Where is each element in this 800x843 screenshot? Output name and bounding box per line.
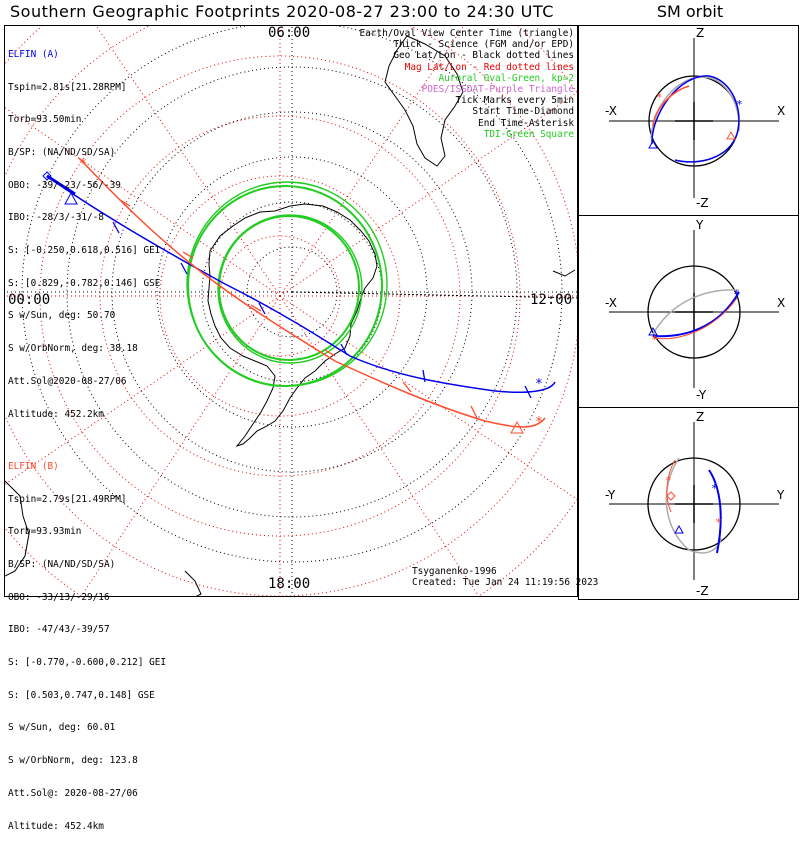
elfin-a-line: Tspin=2.81s[21.28RPM] bbox=[8, 81, 127, 93]
elfin-b-start-asterisk: * bbox=[79, 157, 87, 172]
elfin-b-line: B/SP: (NA/ND/SD/SA) bbox=[8, 558, 116, 570]
elfin-a-tick-marks bbox=[112, 221, 532, 399]
sm-panel-xy-top: Y bbox=[696, 218, 704, 232]
svg-text:*: * bbox=[736, 98, 743, 111]
elfin-a-center-triangle bbox=[64, 191, 78, 205]
elfin-a-name: ELFIN (A) bbox=[8, 48, 59, 60]
elfin-b-line: Att.Sol@: 2020-08-27/06 bbox=[8, 787, 138, 799]
elfin-b-track: * * bbox=[78, 157, 546, 434]
elfin-a-line: S w/OrbNorm, deg: 38.18 bbox=[8, 343, 138, 355]
sm-panel-xy-right: X bbox=[777, 296, 786, 310]
elfin-a-track: * bbox=[42, 171, 556, 399]
elfin-b-tick-marks bbox=[119, 199, 478, 419]
elfin-a-line: Altitude: 452.2km bbox=[8, 408, 104, 420]
sm-panel-xz-top: Z bbox=[696, 26, 705, 40]
hour-label-right: 12:00 bbox=[530, 292, 573, 308]
elfin-a-line: Torb=93.50min bbox=[8, 114, 82, 126]
svg-text:*: * bbox=[711, 482, 718, 495]
elfin-a-line: S: [0.829,-0.782,0.146] GSE bbox=[8, 277, 161, 289]
antarctica-coastline bbox=[207, 203, 378, 448]
plot-title: Southern Geographic Footprints 2020-08-2… bbox=[10, 2, 554, 21]
elfin-a-line: B/SP: (NA/ND/SD/SA) bbox=[8, 146, 116, 158]
elfin-a-line: IBO: -28/3/-31/-8 bbox=[8, 212, 104, 224]
australia-coastline bbox=[5, 480, 30, 577]
credits: Tsyganenko-1996 Created: Tue Jan 24 11:1… bbox=[412, 566, 598, 588]
elfin-a-science-segment bbox=[46, 174, 76, 196]
legend-entry: Start Time-Diamond bbox=[472, 106, 574, 118]
elfin-b-trackline bbox=[78, 157, 546, 428]
auroral-ovals bbox=[186, 181, 388, 387]
new-zealand-coastline bbox=[184, 570, 202, 596]
legend-entry: Tick Marks every 5min bbox=[455, 95, 574, 107]
elfin-b-line: Tspin=2.79s[21.49RPM] bbox=[8, 493, 127, 505]
legend-entry: Geo Lat/Lon - Black dotted lines bbox=[393, 50, 574, 62]
hour-label-bottom: 18:00 bbox=[268, 576, 311, 592]
elfin-a-line: OBO: -39/-23/-56/-39 bbox=[8, 179, 121, 191]
sm-panel-yz-right: Y bbox=[777, 488, 785, 502]
elfin-b-end-asterisk: * bbox=[535, 415, 543, 430]
hour-label-top: 06:00 bbox=[268, 25, 311, 41]
elfin-b-info: ELFIN (B) Tspin=2.79s[21.49RPM] Torb=93.… bbox=[8, 440, 166, 843]
elfin-a-line: S w/Sun, deg: 50.70 bbox=[8, 310, 116, 322]
svg-text:*: * bbox=[665, 474, 672, 487]
model-name: Tsyganenko-1996 bbox=[412, 566, 497, 577]
sm-panel-yz-plot: * * * bbox=[609, 422, 779, 580]
elfin-b-line: Altitude: 452.4km bbox=[8, 820, 104, 832]
legend-entry: Auroral Oval-Green, kp=2 bbox=[438, 72, 574, 84]
sm-panel-xz-bottom: -Z bbox=[696, 196, 709, 210]
sm-panel-xy-left: -X bbox=[605, 296, 617, 310]
svg-text:*: * bbox=[651, 333, 658, 346]
sm-panel-yz-bottom: -Z bbox=[696, 584, 709, 598]
elfin-b-line: IBO: -47/43/-39/57 bbox=[8, 624, 110, 636]
legend: Earth/Oval View Center Time (triangle) T… bbox=[360, 28, 574, 140]
legend-entry: TDI-Green Square bbox=[483, 128, 574, 140]
elfin-a-start-diamond bbox=[42, 171, 52, 181]
polar-map-canvas: * * * bbox=[5, 26, 577, 596]
south-america-coastline bbox=[384, 35, 464, 167]
footprint-map: * * * bbox=[4, 25, 578, 597]
elfin-b-line: OBO: -33/13/-29/16 bbox=[8, 591, 110, 603]
legend-entry: End Time-Asterisk bbox=[478, 117, 574, 129]
elfin-b-line: S: [-0.770,-0.600,0.212] GEI bbox=[8, 657, 167, 669]
elfin-a-end-asterisk: * bbox=[535, 377, 543, 392]
sm-panel-yz: * * * Z -Z -Y Y bbox=[578, 407, 799, 600]
created-timestamp: Created: Tue Jan 24 11:19:56 2023 bbox=[412, 577, 599, 588]
elfin-b-line: Torb=93.93min bbox=[8, 526, 82, 538]
legend-entry: Earth/Oval View Center Time (triangle) bbox=[359, 28, 574, 39]
elfin-b-line: S w/OrbNorm, deg: 123.8 bbox=[8, 755, 138, 767]
svg-text:*: * bbox=[733, 288, 740, 301]
sm-orbit-panels: * * Z -Z -X X * * Y -Y -X X bbox=[578, 25, 800, 600]
legend-entry: Mag Lat/Lon - Red dotted lines bbox=[404, 61, 574, 73]
elfin-b-center-triangle bbox=[510, 420, 524, 434]
sm-panel-xy-bottom: -Y bbox=[696, 388, 707, 402]
hour-label-left: 00:00 bbox=[8, 292, 51, 308]
sm-panel-xy: * * Y -Y -X X bbox=[578, 215, 799, 408]
svg-text:*: * bbox=[656, 91, 663, 104]
elfin-b-name: ELFIN (B) bbox=[8, 460, 59, 472]
legend-entry: POES/ISSDAT-Purple Triangle bbox=[421, 83, 574, 95]
elfin-b-line: S: [0.503,0.747,0.148] GSE bbox=[8, 689, 155, 701]
elfin-a-trackline bbox=[46, 175, 556, 393]
sm-panel-xz: * * Z -Z -X X bbox=[578, 25, 799, 216]
elfin-b-line: S w/Sun, deg: 60.01 bbox=[8, 722, 116, 734]
sm-panel-xz-plot: * * bbox=[609, 38, 779, 198]
sm-panel-yz-left: -Y bbox=[605, 488, 616, 502]
elfin-a-line: S: [-0.250,0.618,0.516] GEI bbox=[8, 245, 161, 257]
elfin-a-info: ELFIN (A) Tspin=2.81s[21.28RPM] Torb=93.… bbox=[8, 28, 160, 431]
svg-text:*: * bbox=[715, 516, 722, 529]
sm-panel-xz-left: -X bbox=[605, 104, 617, 118]
sm-panel-xy-plot: * * bbox=[609, 230, 779, 388]
sm-panel-xz-right: X bbox=[777, 104, 786, 118]
sm-orbit-title: SM orbit bbox=[656, 2, 724, 21]
sm-panel-yz-top: Z bbox=[696, 410, 705, 424]
elfin-a-line: Att.Sol@2020-08-27/06 bbox=[8, 375, 127, 387]
legend-entry: Thick - Science (FGM and/or EPD) bbox=[393, 39, 574, 51]
africa-fragment bbox=[552, 269, 576, 277]
